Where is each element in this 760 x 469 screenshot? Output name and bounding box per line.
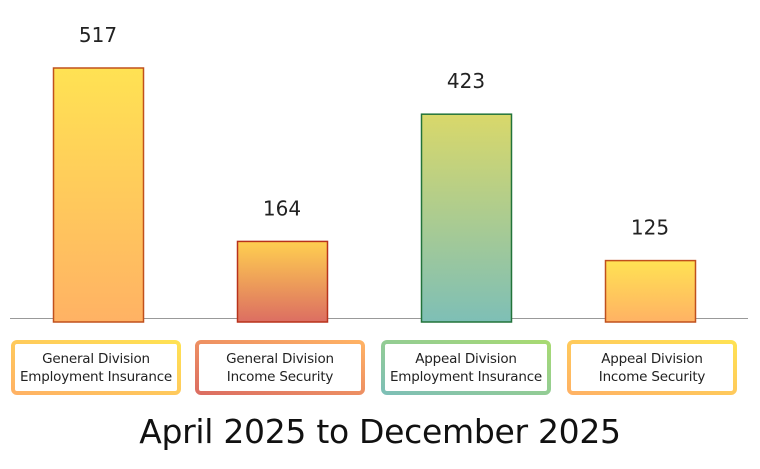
category-label-2-line-1: General Division (226, 351, 334, 367)
category-label-1-line-2: Employment Insurance (20, 369, 172, 385)
category-label-3-line-1: Appeal Division (415, 351, 516, 367)
category-label-1-line-1: General Division (42, 351, 150, 367)
bar-1 (52, 67, 145, 323)
category-label-box-3 (381, 340, 551, 395)
chart-caption: April 2025 to December 2025 (139, 412, 621, 451)
category-label-box-4 (567, 340, 737, 395)
category-label-2-line-2: Income Security (227, 369, 334, 385)
category-label-4-line-1: Appeal Division (601, 351, 702, 367)
category-label-box-2 (195, 340, 365, 395)
bar-3 (420, 113, 513, 323)
category-label-4-line-2: Income Security (599, 369, 706, 385)
bar-4 (604, 259, 697, 323)
category-labels-layer: General Division Employment Insurance Gene… (11, 340, 737, 395)
bar-value-label-1: 517 (79, 23, 117, 47)
bar-value-label-4: 125 (631, 216, 669, 240)
bar-value-label-2: 164 (263, 196, 301, 220)
category-label-box-1 (11, 340, 181, 395)
bars-layer: 517 164 423 125 (52, 23, 697, 323)
bar-2 (236, 240, 329, 323)
bar-value-label-3: 423 (447, 69, 485, 93)
category-label-3-line-2: Employment Insurance (390, 369, 542, 385)
